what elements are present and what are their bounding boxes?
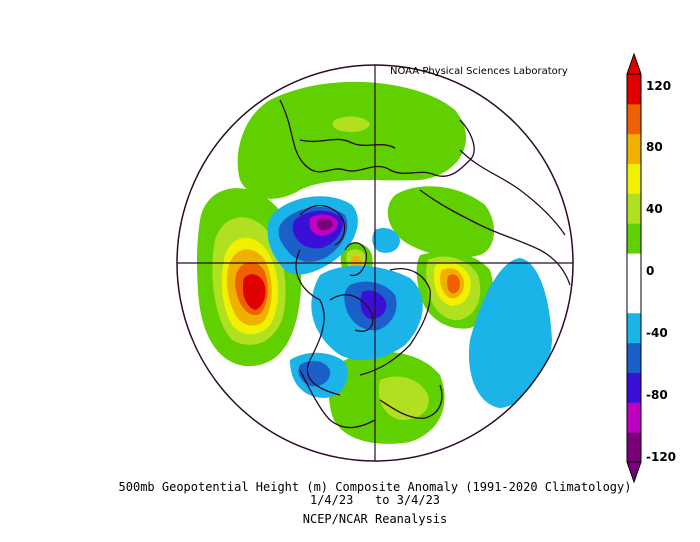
colorbar-segment — [627, 402, 641, 433]
anomaly-field — [196, 81, 552, 444]
coastline-europe-africa — [279, 99, 475, 177]
caption-title: 500mb Geopotential Height (m) Composite … — [118, 480, 632, 494]
colorbar-segments — [627, 74, 641, 463]
colorbar-segment — [627, 163, 641, 194]
colorbar-tick-label: 40 — [646, 202, 663, 216]
colorbar-tick-label: 80 — [646, 140, 663, 154]
colorbar-segment — [627, 253, 641, 284]
colorbar-tick-label: 120 — [646, 79, 672, 93]
negative-anomaly-60-alaska — [298, 360, 331, 387]
negative-anomaly-120-canada — [317, 218, 333, 231]
coastline-europe-inner — [299, 138, 396, 149]
coastline-siberia — [359, 268, 431, 376]
positive-anomaly-40-atlantic — [237, 81, 467, 199]
coastline-asia — [419, 189, 571, 286]
colorbar-segment — [627, 282, 641, 314]
coastline-greenland — [344, 242, 367, 277]
colorbar-segment — [627, 133, 641, 165]
coastline-baffin — [299, 204, 346, 246]
positive-anomaly-140-pacific — [243, 274, 266, 310]
coastline-hudson — [329, 294, 374, 332]
colorbar-tick-label: -120 — [646, 450, 677, 464]
colorbar — [626, 52, 642, 484]
colorbar-segment — [627, 103, 641, 135]
coastline-north-america — [295, 249, 341, 396]
colorbar-segment — [627, 342, 641, 373]
caption-source: NCEP/NCAR Reanalysis — [302, 512, 448, 526]
positive-anomaly-40-europe — [387, 186, 495, 258]
colorbar-segment — [627, 193, 641, 224]
coastlines — [279, 99, 571, 429]
colorbar-segment — [627, 372, 641, 403]
colorbar-bottom-arrow — [626, 461, 642, 484]
positive-anomaly-60-atlantic — [332, 116, 370, 132]
colorbar-top-arrow — [626, 52, 642, 75]
colorbar-segment — [627, 74, 641, 105]
colorbar-segment — [627, 312, 641, 344]
colorbar-tick-label: 0 — [646, 264, 655, 278]
negative-anomaly-80-arctic — [360, 290, 387, 320]
colorbar-segment — [627, 432, 641, 463]
colorbar-frame — [626, 73, 642, 463]
caption-date-range: 1/4/23 to 3/4/23 — [309, 493, 441, 507]
positive-anomaly-120-siberia — [447, 274, 460, 294]
negative-anomaly-40-greenland-sea — [372, 228, 400, 253]
colorbar-tick-label: -80 — [646, 388, 668, 402]
coastline-asia-border — [459, 149, 566, 236]
coastline-east-asia — [379, 384, 443, 419]
coastline-alaska — [299, 369, 376, 429]
colorbar-tick-label: -40 — [646, 326, 668, 340]
positive-anomaly-60-asia — [378, 376, 429, 420]
credit-label: NOAA Physical Sciences Laboratory — [390, 66, 568, 77]
negative-anomaly-40-russia — [468, 258, 552, 408]
colorbar-segment — [627, 223, 641, 254]
